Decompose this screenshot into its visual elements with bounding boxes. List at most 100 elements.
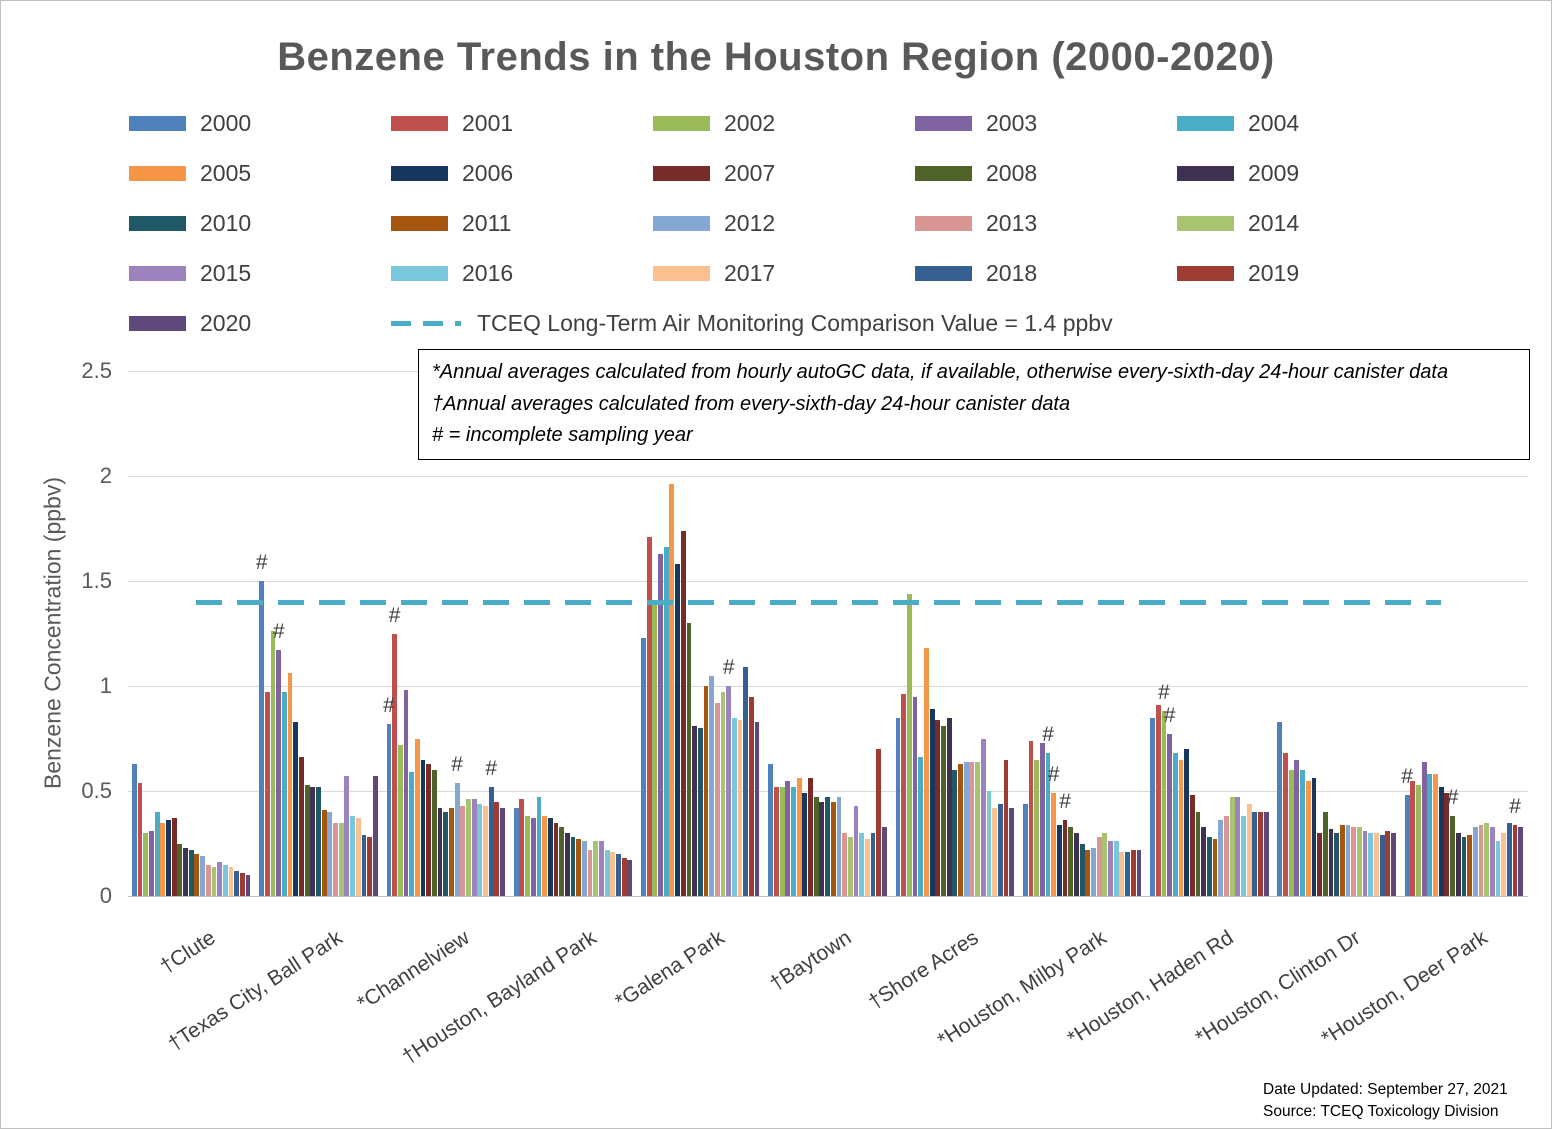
bar-2005 xyxy=(1178,759,1184,896)
legend-year-label: 2018 xyxy=(986,259,1038,286)
bar-2017 xyxy=(737,719,743,896)
bar-2020 xyxy=(1518,826,1524,896)
legend-item-2011: 2011 xyxy=(391,207,653,239)
legend-year-label: 2004 xyxy=(1248,109,1300,136)
legend-item-2005: 2005 xyxy=(129,157,391,189)
bar-2002 xyxy=(270,631,276,896)
bar-2012 xyxy=(454,782,460,896)
bar-2001 xyxy=(519,799,525,896)
bar-2008 xyxy=(941,725,946,896)
bar-2011 xyxy=(1212,839,1218,896)
bar-2013 xyxy=(460,805,466,896)
bar-2017 xyxy=(864,839,870,896)
legend-item-2020: 2020 xyxy=(129,307,391,339)
bar-2002 xyxy=(1288,770,1294,896)
bar-2003 xyxy=(1167,734,1173,896)
bar-2018 xyxy=(870,833,876,896)
bar-2011 xyxy=(449,807,454,896)
bar-2018 xyxy=(997,803,1003,896)
legend-item-2008: 2008 xyxy=(915,157,1177,189)
bar-2010 xyxy=(570,837,576,896)
bar-2009 xyxy=(1328,828,1334,896)
legend-year-label: 2020 xyxy=(200,309,252,336)
bar-2010 xyxy=(1461,837,1467,896)
bar-2012 xyxy=(709,675,715,896)
bar-2006 xyxy=(929,709,935,896)
chart-plot-area: 0 0.5 1 1.5 2 2.5 # # # # # # # # # # # # # # # †Clute †Texas … xyxy=(81,358,1528,1069)
legend-swatch-2012 xyxy=(653,215,710,231)
bar-2014 xyxy=(593,841,599,896)
legend-swatch-2013 xyxy=(915,215,972,231)
bar-2009 xyxy=(564,833,570,896)
bar-2004 xyxy=(154,812,160,896)
bar-2002 xyxy=(652,602,658,896)
bar-2001 xyxy=(774,786,779,896)
bar-2003 xyxy=(403,690,409,896)
bar-2011 xyxy=(194,854,200,896)
bar-2004 xyxy=(663,547,669,896)
bar-2020 xyxy=(1009,807,1015,896)
bar-2012 xyxy=(836,797,842,896)
bar-2001 xyxy=(1410,780,1416,896)
bar-2014 xyxy=(847,837,853,896)
gridline-0 xyxy=(128,895,1528,897)
footer: Date Updated: September 27, 2021 Source:… xyxy=(1263,1079,1508,1122)
bar-2008 xyxy=(304,784,310,896)
legend-item-2007: 2007 xyxy=(653,157,915,189)
legend-year-label: 2003 xyxy=(986,109,1038,136)
bar-2001 xyxy=(1155,704,1161,896)
bar-2007 xyxy=(1189,795,1195,896)
incomplete-year-hash: # xyxy=(1047,763,1060,787)
bar-2016 xyxy=(477,803,483,896)
reference-line-legend-label: TCEQ Long-Term Air Monitoring Comparison… xyxy=(477,309,1113,336)
legend-swatch-2000 xyxy=(129,115,186,131)
legend-year-label: 2014 xyxy=(1248,209,1300,236)
bar-2000 xyxy=(386,723,392,896)
bar-2000 xyxy=(259,581,265,896)
bar-2020 xyxy=(1263,812,1269,896)
x-axis-label: *Houston, Deer Park xyxy=(1317,926,1492,1051)
bar-2015 xyxy=(980,738,986,896)
bar-2007 xyxy=(1317,833,1323,896)
bar-2017 xyxy=(610,851,616,896)
reference-line xyxy=(196,600,1441,605)
bar-2011 xyxy=(1467,835,1473,896)
x-axis-label: †Baytown xyxy=(765,926,856,996)
bar-2013 xyxy=(1096,837,1102,896)
bar-2016 xyxy=(1495,841,1501,896)
bar-2019 xyxy=(621,858,627,896)
legend-swatch-2016 xyxy=(391,265,448,281)
bar-2018 xyxy=(1506,822,1512,896)
incomplete-year-hash: # xyxy=(255,551,268,574)
bar-2013 xyxy=(842,833,847,896)
bar-2005 xyxy=(924,648,929,896)
bar-2019 xyxy=(1258,812,1263,896)
chart-title: Benzene Trends in the Houston Region (20… xyxy=(277,35,1275,79)
bar-2013 xyxy=(333,822,338,896)
bar-2015 xyxy=(1489,826,1495,896)
bar-2006 xyxy=(1311,778,1317,896)
incomplete-year-hash: # xyxy=(383,693,395,717)
bar-2004 xyxy=(918,757,924,896)
bar-2006 xyxy=(547,818,553,896)
bar-2010 xyxy=(188,849,194,896)
bar-2005 xyxy=(160,822,166,896)
bar-2001 xyxy=(137,782,143,896)
bar-2003 xyxy=(530,818,536,896)
legend-year-label: 2002 xyxy=(724,109,776,136)
bar-2008 xyxy=(1195,812,1201,896)
bar-2001 xyxy=(1283,753,1288,896)
legend-year-label: 2006 xyxy=(462,159,514,186)
bar-2018 xyxy=(743,667,749,896)
x-axis-label: †Texas City, Ball Park xyxy=(163,926,347,1056)
x-axis-label: *Galena Park xyxy=(610,926,729,1014)
bar-2002 xyxy=(779,786,785,896)
bar-2003 xyxy=(149,830,154,896)
bar-2008 xyxy=(177,843,183,896)
bar-2020 xyxy=(1136,849,1142,896)
bar-2000 xyxy=(1022,803,1028,896)
legend-year-label: 2013 xyxy=(986,209,1038,236)
bar-2016 xyxy=(731,717,737,896)
annotation-autogc: *Annual averages calculated from hourly … xyxy=(432,361,1449,383)
bar-2008 xyxy=(1068,826,1074,896)
